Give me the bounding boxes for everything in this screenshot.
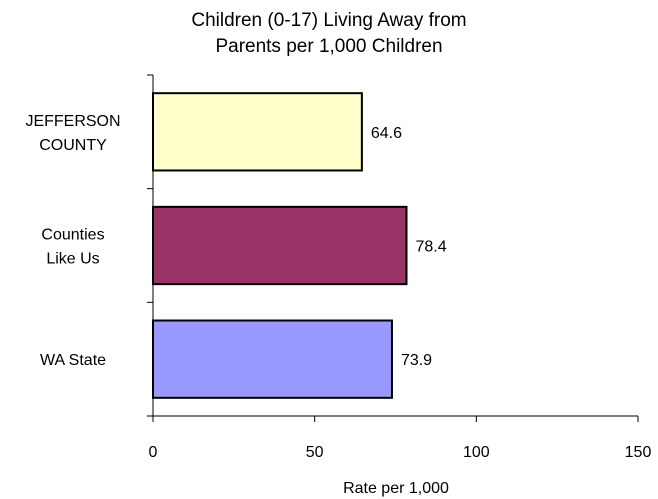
bars-group: 64.6 78.4 73.9 [152, 92, 447, 399]
bar-1 [152, 92, 363, 172]
category-label-line: Like Us [46, 251, 99, 268]
category-label-line: Counties [41, 227, 104, 244]
data-label-1: 64.6 [371, 125, 402, 142]
chart-title: Children (0-17) Living Away from Parents… [0, 8, 658, 60]
category-label-2: Counties Like Us [41, 227, 104, 268]
x-tick-label-50: 50 [306, 444, 324, 461]
bar-2 [152, 205, 408, 286]
category-label-line: WA State [40, 352, 106, 369]
category-label-line: JEFFERSON [25, 113, 120, 130]
category-label-3: WA State [40, 352, 106, 369]
data-label-2: 78.4 [415, 239, 446, 256]
chart-title-line-2: Parents per 1,000 Children [215, 36, 443, 57]
bar-3 [152, 319, 393, 399]
x-tick-label-100: 100 [463, 444, 490, 461]
x-tick-label-0: 0 [149, 444, 158, 461]
category-label-line: COUNTY [39, 137, 107, 154]
category-label-1: JEFFERSON COUNTY [25, 113, 120, 154]
chart-title-line-1: Children (0-17) Living Away from [191, 10, 467, 31]
data-label-3: 73.9 [401, 352, 432, 369]
axes-group: JEFFERSON COUNTY Counties Like Us WA State 0 5… [25, 74, 652, 461]
x-tick-label-150: 150 [625, 444, 652, 461]
x-axis-label: Rate per 1,000 [343, 480, 449, 497]
